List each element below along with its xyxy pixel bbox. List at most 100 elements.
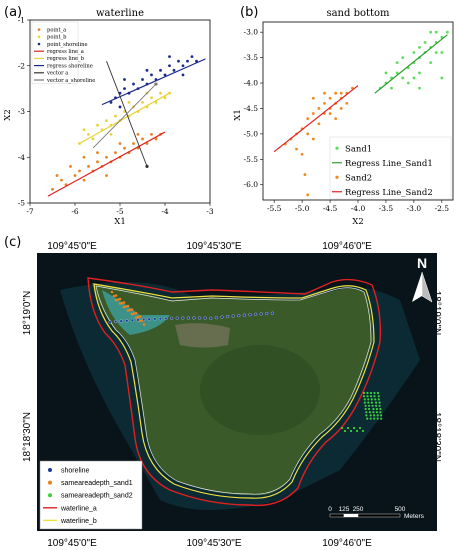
point-sand1 xyxy=(429,30,433,34)
point-point-a xyxy=(105,174,108,177)
shoreline-dot xyxy=(203,316,207,320)
shoreline-dot xyxy=(147,317,151,321)
x-tick-label: -5.5 xyxy=(267,204,282,213)
point-point-b xyxy=(159,91,162,95)
point-point-shoreline xyxy=(168,64,171,68)
sand1-dot xyxy=(112,294,116,298)
map-sand2-dots xyxy=(340,391,383,433)
point-point-shoreline xyxy=(123,78,126,81)
sand2-dot xyxy=(372,407,375,411)
point-sand2 xyxy=(311,112,315,115)
sand2-dot xyxy=(358,426,362,430)
point-point-shoreline xyxy=(141,78,144,81)
map-shoreline-dots xyxy=(108,311,274,324)
shoreline-dot xyxy=(209,316,213,320)
sand2-dot xyxy=(366,391,369,395)
sand2-dot xyxy=(380,414,383,417)
point-point-shoreline xyxy=(132,82,135,86)
shoreline-dot xyxy=(248,313,252,317)
sand2-dot xyxy=(365,411,368,414)
point-point-b xyxy=(141,100,144,104)
point-sand1 xyxy=(412,51,416,54)
sand2-dot xyxy=(374,398,377,401)
point-sand1 xyxy=(434,51,438,54)
waterline-b xyxy=(93,283,375,499)
map-left-tick-1: 18°19'0"N xyxy=(22,291,33,336)
sand2-dot xyxy=(373,414,376,417)
point-sand2 xyxy=(306,117,310,121)
sand2-dot xyxy=(352,426,356,430)
legend-label-sand2: Sand2 xyxy=(345,173,372,183)
sand2-dot xyxy=(373,417,376,420)
sand2-dot xyxy=(368,404,371,407)
sand1-dot xyxy=(118,297,122,301)
sand2-dot xyxy=(379,407,382,411)
legend-marker-sand2 xyxy=(335,175,339,179)
map-top-tick-2: 109°45'30"E xyxy=(186,241,241,252)
sand2-dot xyxy=(364,404,367,407)
legend-label-vector-a: vector a xyxy=(46,71,68,77)
x-tick-label: -3.0 xyxy=(407,204,422,213)
point-point-b xyxy=(127,100,131,104)
map-top-tick-3: 109°46'0"E xyxy=(322,241,372,252)
point-point-a xyxy=(82,178,86,182)
developed-area xyxy=(175,323,230,348)
y-tick-label: -3 xyxy=(18,107,26,116)
map-bottom-tick-3: 109°46'0"E xyxy=(322,538,372,549)
y-tick-label: -4.0 xyxy=(244,79,259,88)
sand2-dot xyxy=(375,404,378,407)
x-tick-label: -2.5 xyxy=(435,204,450,213)
x-tick-label: -5 xyxy=(116,207,124,216)
sand1-dot xyxy=(130,312,134,316)
point-point-b xyxy=(114,114,117,118)
y-tick-label: -4 xyxy=(18,153,26,162)
sand2-dot xyxy=(375,401,378,404)
sand1-dot xyxy=(132,312,136,315)
sand2-dot xyxy=(369,395,373,398)
sand2-dot xyxy=(373,391,376,395)
shoreline-dot xyxy=(164,316,168,321)
shoreline-dot xyxy=(231,314,235,318)
point-sand1 xyxy=(401,76,405,80)
map-legend-label-waterline-a: waterline_a xyxy=(60,505,97,512)
sand2-dot xyxy=(362,395,366,398)
chart-a-waterline: waterline X1 X2 -7 -6 -5 -4 -3 -5 -4 -3 -2 -1 poi… xyxy=(3,8,214,227)
point-point-a xyxy=(105,155,108,159)
point-sand2 xyxy=(306,132,310,136)
y-tick-label: -1 xyxy=(18,16,25,25)
chart-a-ylabel: X2 xyxy=(3,109,13,120)
y-tick-label: -5.5 xyxy=(244,155,259,164)
sand1-dot xyxy=(134,316,138,319)
point-point-a xyxy=(132,142,135,145)
point-sand1 xyxy=(395,61,399,65)
sand2-dot xyxy=(376,391,380,395)
line-regress-line-sand1 xyxy=(374,34,448,94)
y-tick-label: -4.5 xyxy=(244,104,259,113)
sand2-dot xyxy=(376,417,379,420)
point-point-a xyxy=(150,132,153,136)
sand2-dot xyxy=(355,429,359,433)
point-sand1 xyxy=(446,30,449,34)
point-sand1 xyxy=(390,86,393,90)
point-point-shoreline xyxy=(150,73,153,77)
vector-end-vector-a xyxy=(145,164,149,168)
sand2-dot xyxy=(369,417,372,420)
point-point-a xyxy=(60,178,63,182)
sand2-dot xyxy=(370,401,373,404)
legend-label-sand1: Sand1 xyxy=(345,144,372,154)
chart-a-xlabel: X1 xyxy=(114,217,125,227)
chart-b-sand-bottom: sand bottom X2 X1 -5.5 -5.0 -4.5 -4.0 -3.5 -3… xyxy=(233,8,454,227)
point-point-a xyxy=(141,137,144,141)
point-sand1 xyxy=(384,71,388,75)
point-point-b xyxy=(96,123,99,127)
point-sand1 xyxy=(423,40,427,44)
point-point-a xyxy=(82,155,86,159)
point-point-b xyxy=(105,119,108,123)
sand1-dot xyxy=(140,319,144,322)
point-sand2 xyxy=(303,173,307,176)
y-tick-label: -6.0 xyxy=(244,180,259,189)
point-point-a xyxy=(96,160,99,164)
sand1-dot xyxy=(110,290,114,294)
point-point-shoreline xyxy=(118,105,122,109)
